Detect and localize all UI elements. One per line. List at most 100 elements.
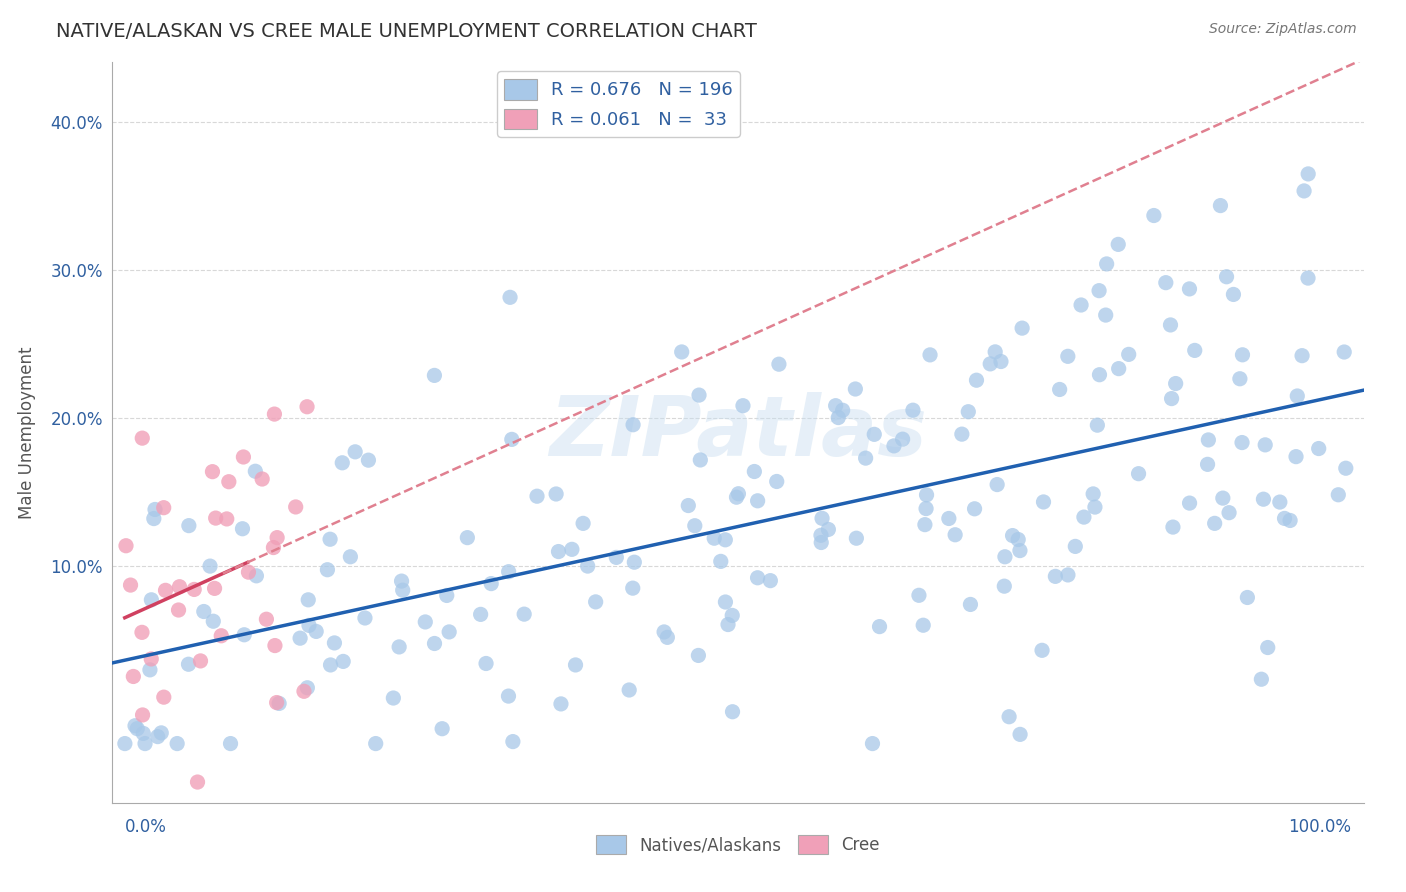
Point (475, 657, 498, 671)
Point (124, 719, 146, 733)
Point (1286, 389, 1309, 403)
Point (430, 722, 453, 736)
Point (1294, 184, 1316, 198)
Point (546, 487, 568, 501)
Point (169, 580, 191, 594)
Point (950, 427, 973, 442)
Point (710, 554, 733, 568)
Point (1334, 461, 1357, 475)
Point (1094, 308, 1116, 322)
Text: 100.0%: 100.0% (1288, 818, 1351, 836)
Point (990, 354, 1012, 368)
Point (844, 382, 866, 396)
Point (284, 500, 307, 514)
Point (177, 657, 200, 672)
Point (1230, 435, 1253, 450)
Point (1045, 569, 1067, 583)
Point (1007, 533, 1029, 547)
Point (605, 550, 627, 565)
Point (1218, 506, 1240, 520)
Point (714, 533, 737, 547)
Point (131, 625, 153, 640)
Point (245, 569, 267, 583)
Point (1296, 271, 1319, 285)
Point (209, 629, 232, 643)
Point (1057, 568, 1080, 582)
Point (339, 549, 361, 564)
Point (731, 399, 754, 413)
Point (263, 407, 285, 421)
Text: Source: ZipAtlas.com: Source: ZipAtlas.com (1209, 22, 1357, 37)
Point (218, 475, 240, 489)
Point (231, 522, 253, 536)
Point (319, 533, 342, 547)
Point (721, 608, 744, 623)
Point (908, 588, 931, 602)
Point (1001, 528, 1024, 542)
Point (1257, 640, 1279, 655)
Point (1056, 349, 1078, 363)
Point (914, 517, 936, 532)
Point (979, 357, 1001, 371)
Point (344, 445, 367, 459)
Point (1253, 492, 1275, 507)
Point (688, 648, 710, 663)
Point (1081, 487, 1104, 501)
Point (721, 705, 744, 719)
Point (703, 531, 725, 545)
Point (678, 499, 700, 513)
Point (943, 528, 966, 542)
Point (132, 726, 155, 740)
Point (1064, 540, 1087, 554)
Point (316, 563, 339, 577)
Point (201, 465, 224, 479)
Point (810, 528, 832, 542)
Point (266, 696, 288, 710)
Point (1031, 643, 1053, 657)
Point (1215, 269, 1237, 284)
Point (915, 488, 938, 502)
Point (1274, 511, 1296, 525)
Point (550, 697, 572, 711)
Point (127, 722, 149, 736)
Point (115, 539, 138, 553)
Point (1161, 520, 1184, 534)
Point (621, 417, 644, 432)
Point (297, 592, 319, 607)
Point (364, 737, 387, 751)
Point (827, 410, 849, 425)
Point (621, 581, 644, 595)
Point (288, 631, 311, 645)
Point (725, 490, 748, 504)
Point (436, 589, 458, 603)
Point (423, 368, 446, 383)
Point (1070, 298, 1092, 312)
Point (1197, 433, 1219, 447)
Point (357, 453, 380, 467)
Point (202, 614, 225, 628)
Point (1178, 496, 1201, 510)
Point (547, 544, 569, 558)
Point (254, 612, 277, 626)
Point (1011, 321, 1033, 335)
Point (966, 373, 988, 387)
Point (768, 357, 790, 371)
Point (986, 477, 1008, 491)
Point (143, 502, 166, 516)
Point (388, 640, 411, 654)
Point (323, 636, 346, 650)
Point (167, 603, 190, 617)
Point (963, 501, 986, 516)
Point (152, 500, 174, 515)
Point (688, 388, 710, 402)
Point (572, 516, 595, 531)
Point (1291, 349, 1313, 363)
Y-axis label: Male Unemployment: Male Unemployment (18, 346, 37, 519)
Point (855, 451, 877, 466)
Point (332, 654, 354, 668)
Point (576, 559, 599, 574)
Point (262, 541, 284, 555)
Point (232, 450, 254, 464)
Point (1212, 491, 1234, 505)
Point (139, 663, 162, 677)
